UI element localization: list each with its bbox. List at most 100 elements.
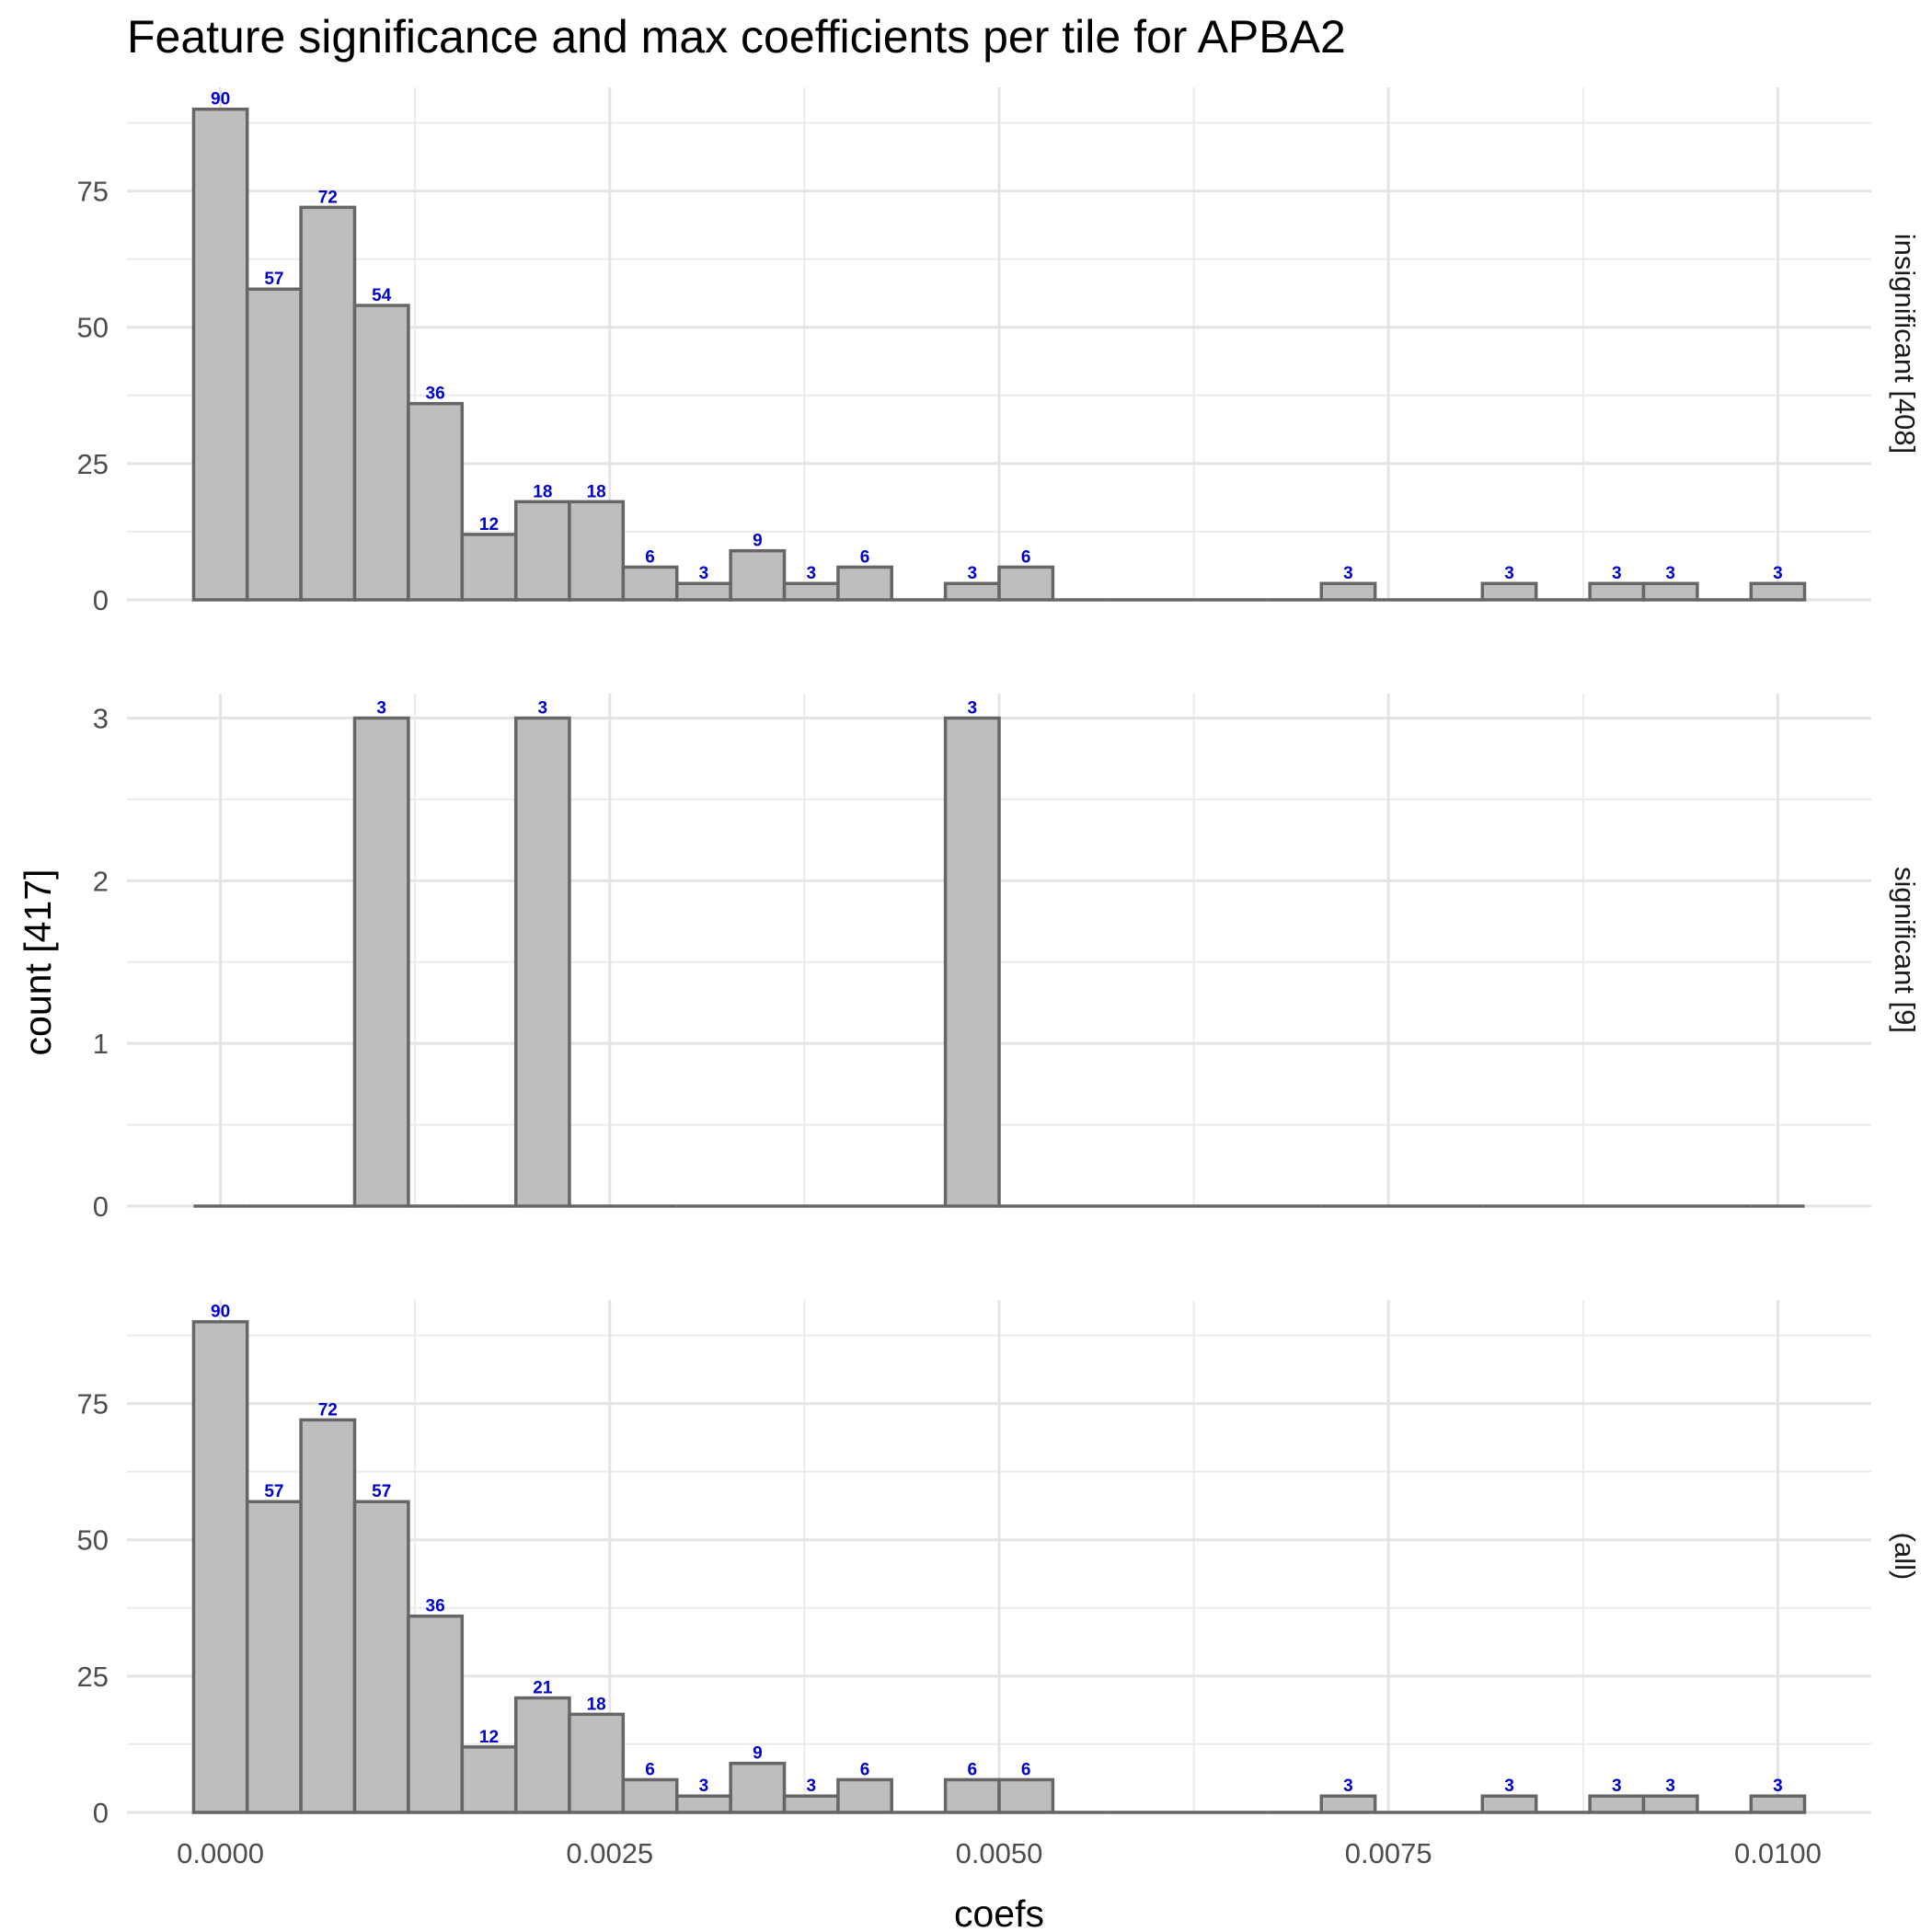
histogram-bar [1319,581,1377,602]
histogram-bar [1749,1794,1807,1814]
y-tick-label: 50 [77,1524,109,1557]
histogram-bar [299,1418,357,1814]
histogram-bar [621,565,679,602]
y-tick-label: 25 [77,448,109,480]
bar-count-label: 3 [699,1777,709,1796]
histogram-bar [782,581,840,602]
bar-count-label: 9 [753,1744,763,1764]
histogram-bar [245,287,303,602]
bar-count-label: 72 [318,188,338,207]
y-tick-label: 0 [93,1797,109,1829]
bar-count-label: 3 [1343,1777,1353,1796]
histogram-bar [1319,1794,1377,1814]
histogram-bar [568,500,626,602]
histogram-bar [943,716,1001,1208]
histogram-bar [245,1500,303,1814]
y-tick-label: 75 [77,1388,109,1420]
chart-title: Feature significance and max coefficient… [127,11,1346,63]
bar-count-label: 3 [699,564,709,583]
histogram-bar [513,716,571,1208]
bar-count-label: 6 [645,547,655,567]
histogram-bar [407,401,465,602]
bar-count-label: 57 [372,1482,391,1501]
bar-count-label: 6 [645,1760,655,1779]
bar-count-label: 6 [968,1760,978,1779]
y-tick-label: 2 [93,865,109,897]
bar-count-label: 3 [968,699,978,719]
bar-count-label: 57 [264,270,283,289]
histogram-bar [836,1777,893,1814]
bar-count-label: 6 [860,547,870,567]
bar-count-label: 72 [318,1400,338,1420]
bar-count-label: 36 [426,385,445,404]
bar-count-label: 6 [1021,1760,1031,1779]
x-tick-label: 0.0050 [956,1837,1043,1869]
bar-count-label: 18 [587,482,606,501]
histogram-bar [460,533,518,602]
histogram-bar [568,1712,626,1814]
bar-count-label: 3 [1504,1777,1514,1796]
y-tick-label: 1 [93,1028,109,1060]
histogram-bar [191,107,249,602]
bar-count-label: 3 [376,699,386,719]
y-tick-label: 75 [77,176,109,208]
y-tick-label: 25 [77,1661,109,1693]
bar-count-label: 57 [264,1482,283,1501]
histogram-bar [997,1777,1055,1814]
histogram-bar [407,1614,465,1814]
histogram-bar [943,1777,1001,1814]
bar-count-label: 3 [806,564,816,583]
histogram-bar [836,565,893,602]
y-tick-label: 0 [93,1190,109,1223]
histogram-bar [782,1794,840,1814]
histogram-bar [621,1777,679,1814]
bar-count-label: 3 [1773,564,1783,583]
panel-2: 0 1 2 3 3 3 3 significant [9] [93,694,1921,1223]
bar-count-label: 3 [1665,564,1675,583]
bar-count-label: 54 [372,286,392,305]
histogram-bar [997,565,1055,602]
bar-count-label: 9 [753,532,763,551]
histogram-bar [674,581,732,602]
bar-count-label: 18 [533,482,552,501]
histogram-bar [191,1319,249,1814]
histogram-bar [299,205,357,602]
bar-count-label: 6 [860,1760,870,1779]
histogram-bar [352,304,410,602]
histogram-bar [1480,581,1538,602]
bar-count-label: 90 [211,1303,230,1322]
histogram-bar [1588,1794,1646,1814]
facet-strip-label: insignificant [408] [1889,234,1921,454]
bar-count-label: 3 [1612,1777,1622,1796]
x-axis-title: coefs [954,1892,1044,1932]
facet-strip-label: (all) [1889,1533,1921,1581]
bar-count-label: 3 [1665,1777,1675,1796]
bar-count-label: 36 [426,1597,445,1616]
bar-count-label: 3 [1343,564,1353,583]
bar-count-label: 12 [479,1728,499,1747]
x-axis: 0.0000 0.0025 0.0050 0.0075 0.0100 [177,1837,1822,1869]
histogram-bar [1480,1794,1538,1814]
histogram-bar [460,1745,518,1814]
x-tick-label: 0.0025 [566,1837,653,1869]
bar-count-label: 6 [1021,547,1031,567]
histogram-bar [943,581,1001,602]
bar-count-label: 3 [538,699,548,719]
bar-count-label: 90 [211,90,230,109]
histogram-bar [1641,1794,1699,1814]
bar-count-label: 3 [1773,1777,1783,1796]
y-tick-label: 50 [77,312,109,344]
bar-count-label: 21 [533,1679,553,1698]
bar-count-label: 3 [968,564,978,583]
y-tick-label: 0 [93,584,109,616]
bar-count-label: 18 [587,1695,606,1714]
histogram-bar [729,1761,787,1814]
histogram-bar [674,1794,732,1814]
bar-count-label: 3 [1504,564,1514,583]
bar-count-label: 12 [479,515,499,535]
x-tick-label: 0.0000 [177,1837,264,1869]
